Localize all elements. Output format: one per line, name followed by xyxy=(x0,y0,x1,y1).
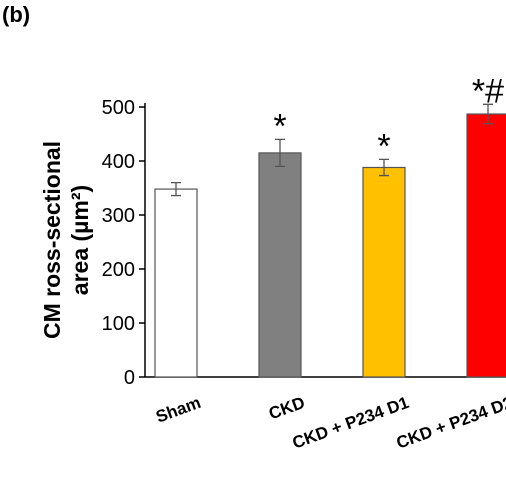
panel-label: (b) xyxy=(2,2,30,27)
bar xyxy=(362,166,406,378)
bar xyxy=(154,188,198,378)
x-tick-label: Sham xyxy=(153,393,203,427)
error-bar xyxy=(171,181,181,197)
y-tick-label: 100 xyxy=(102,313,135,335)
bar xyxy=(258,152,302,378)
x-tick-label: CKD + P234 D1 xyxy=(290,393,411,453)
y-tick-label: 300 xyxy=(102,205,135,227)
significance-mark: * xyxy=(377,127,390,165)
y-tick-label: 400 xyxy=(102,151,135,173)
x-tick-label: CKD xyxy=(266,393,307,423)
y-axis-label: CM ross-sectional xyxy=(39,141,65,339)
y-tick-label: 200 xyxy=(102,259,135,281)
error-bar xyxy=(379,158,389,177)
significance-mark: *# xyxy=(472,72,504,110)
bar xyxy=(466,113,506,378)
y-tick-label: 500 xyxy=(102,97,135,119)
x-tick-label: CKD + P234 D2 xyxy=(394,393,506,453)
error-bar xyxy=(275,138,285,168)
significance-mark: * xyxy=(273,107,286,145)
error-bar xyxy=(483,103,493,125)
y-tick-label: 0 xyxy=(124,367,135,389)
y-axis-label: area (µm²) xyxy=(67,185,93,295)
